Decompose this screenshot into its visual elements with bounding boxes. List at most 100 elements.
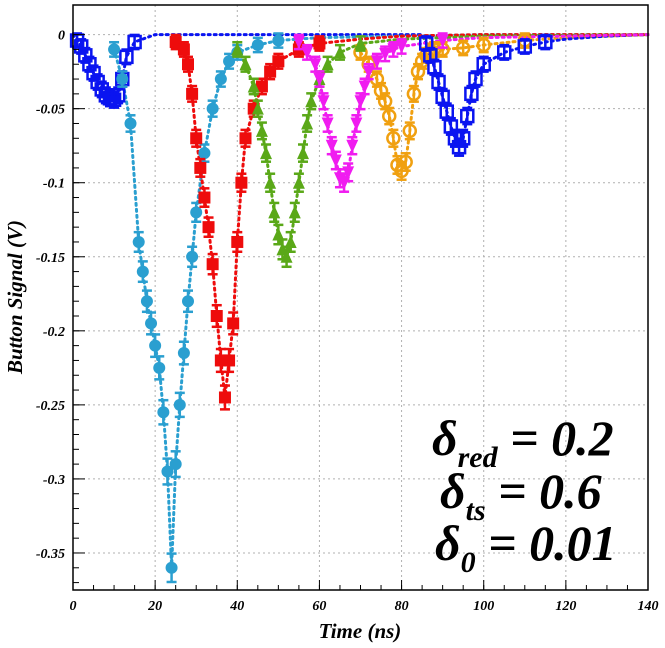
y-tick-label: -0.3 xyxy=(43,473,65,488)
data-point xyxy=(476,37,491,53)
data-point xyxy=(382,108,397,124)
annotation-delta-ts-value: = 0.6 xyxy=(486,463,602,519)
annotation-delta-0: δ0 = 0.01 xyxy=(435,515,617,579)
series-markers xyxy=(69,32,553,584)
data-point xyxy=(235,176,248,189)
data-point xyxy=(292,36,305,50)
data-point xyxy=(231,235,244,248)
data-point xyxy=(182,58,194,71)
data-point xyxy=(455,40,471,56)
data-point xyxy=(106,92,122,108)
data-point xyxy=(538,34,553,50)
data-point xyxy=(149,339,162,352)
data-point xyxy=(309,58,322,72)
data-point xyxy=(140,295,153,308)
data-point xyxy=(342,166,355,180)
y-tick-label: -0.2 xyxy=(43,325,65,340)
data-point xyxy=(255,123,268,137)
annotation-delta-red-value: = 0.2 xyxy=(498,410,614,466)
data-point xyxy=(280,249,293,263)
data-point xyxy=(186,250,199,263)
data-point xyxy=(251,101,264,115)
annotation-delta-red: δred = 0.2 xyxy=(432,410,614,474)
data-point xyxy=(387,43,400,57)
data-point xyxy=(116,73,129,86)
data-point xyxy=(406,86,422,102)
annotation-delta-0-value: = 0.01 xyxy=(476,515,617,571)
data-point xyxy=(227,317,240,330)
data-point xyxy=(455,131,471,146)
data-point xyxy=(358,80,371,94)
y-tick-label: 0 xyxy=(58,29,65,44)
data-point xyxy=(497,45,512,60)
data-point xyxy=(386,131,401,146)
data-point xyxy=(223,55,236,68)
x-tick-label: 40 xyxy=(229,599,244,614)
data-point xyxy=(329,154,342,168)
data-point xyxy=(173,398,186,411)
data-point xyxy=(206,258,219,271)
x-tick-label: 60 xyxy=(312,599,326,614)
annotation-delta-red-sub: red xyxy=(458,441,499,474)
series-line-4 xyxy=(235,33,650,261)
data-point xyxy=(177,347,190,360)
data-point xyxy=(210,310,223,323)
data-point xyxy=(136,265,149,278)
data-point xyxy=(127,34,142,50)
x-tick-label: 100 xyxy=(473,599,494,614)
annotation-delta-red-symbol: δ xyxy=(432,410,458,466)
data-point xyxy=(190,206,203,219)
data-point xyxy=(468,71,483,87)
annotation-block: δred = 0.2 δts = 0.6 δ0 = 0.01 xyxy=(432,410,617,579)
data-point xyxy=(460,108,475,124)
data-point xyxy=(145,317,158,330)
data-point xyxy=(297,146,309,160)
x-tick-label: 140 xyxy=(638,599,659,614)
data-point xyxy=(169,458,182,471)
data-point xyxy=(436,34,449,48)
series-line-3 xyxy=(174,33,650,398)
data-point xyxy=(268,205,281,219)
tick-labels: 0 20 40 60 80 100 120 140 0 -0.05 -0.1 -0.15 -0.2 -0.… xyxy=(36,29,659,614)
data-point xyxy=(108,43,121,56)
data-point xyxy=(186,87,199,100)
data-point xyxy=(321,117,334,131)
x-tick-label: 120 xyxy=(555,599,576,614)
data-point xyxy=(398,154,413,170)
data-point xyxy=(362,65,375,79)
data-point xyxy=(305,94,318,108)
data-point xyxy=(182,295,194,308)
data-point xyxy=(325,139,338,153)
data-point xyxy=(223,354,236,367)
y-axis-label: Button Signal (V) xyxy=(3,220,27,375)
data-point xyxy=(321,57,334,71)
data-point xyxy=(78,48,93,63)
data-point xyxy=(251,38,264,51)
data-point xyxy=(119,49,134,65)
data-point xyxy=(354,36,367,50)
data-point xyxy=(198,191,211,204)
data-point xyxy=(301,46,314,60)
data-point xyxy=(264,65,277,78)
data-point xyxy=(354,95,367,109)
data-point xyxy=(272,227,285,241)
data-point xyxy=(272,34,285,47)
data-point xyxy=(317,95,330,109)
data-point xyxy=(194,161,207,174)
data-point xyxy=(218,391,231,404)
data-point xyxy=(395,40,408,54)
data-point xyxy=(313,73,326,87)
data-point xyxy=(292,175,305,189)
data-point xyxy=(73,39,89,54)
data-point xyxy=(264,175,277,189)
data-point xyxy=(82,56,97,72)
data-point xyxy=(190,132,203,145)
data-point xyxy=(214,73,227,86)
axis-ticks xyxy=(72,34,649,590)
data-point xyxy=(153,361,166,374)
data-point xyxy=(231,42,244,56)
x-tick-label: 80 xyxy=(395,599,409,614)
data-point xyxy=(379,47,392,61)
data-point xyxy=(272,55,285,68)
